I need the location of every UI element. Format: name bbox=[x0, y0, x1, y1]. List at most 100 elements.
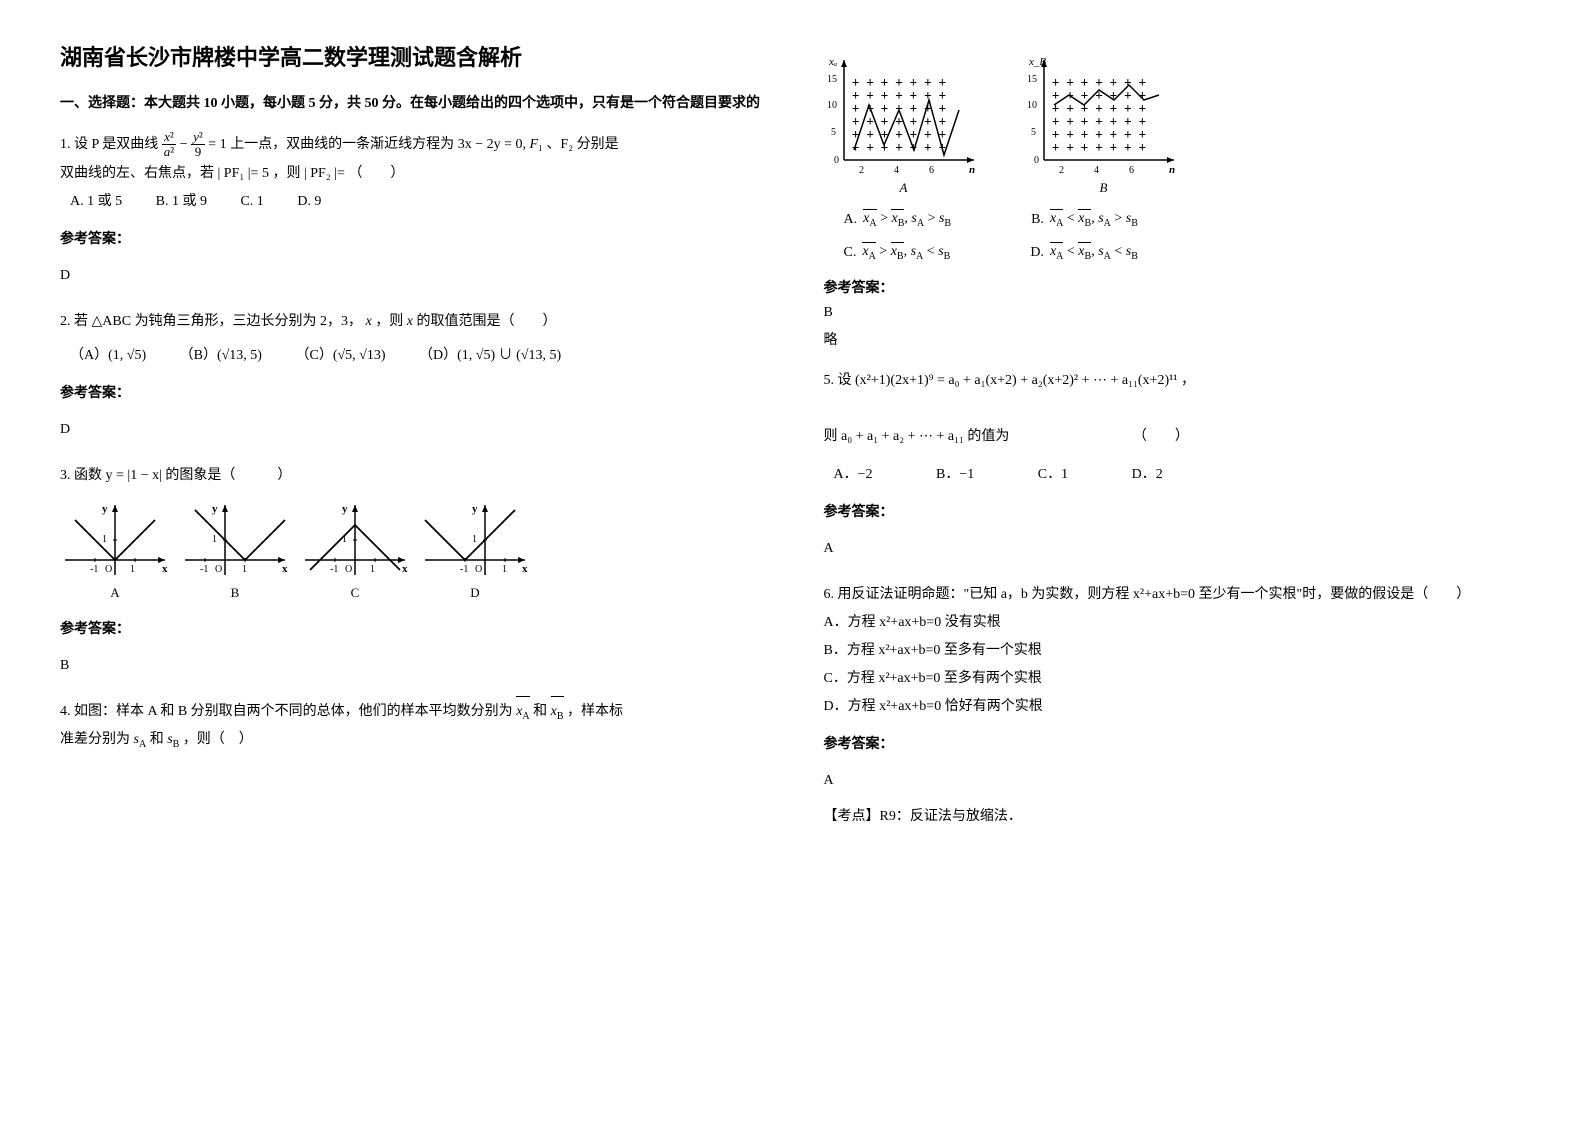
svg-text:1: 1 bbox=[130, 564, 135, 575]
q1-post1: 、F₂ 分别是 bbox=[546, 137, 618, 152]
q6-ans: A bbox=[824, 767, 1528, 795]
svg-text:y: y bbox=[342, 503, 348, 515]
svg-text:O: O bbox=[345, 564, 352, 575]
q1-opt-a: A. 1 或 5 bbox=[70, 194, 122, 209]
q3-ans: B bbox=[60, 652, 764, 680]
q4-opt-b: B. xA < xB, sA > sB bbox=[1031, 211, 1138, 229]
q1-line2-mid: ，则 bbox=[272, 166, 300, 181]
q2-opt-b: （B）(√13, 5) bbox=[180, 348, 262, 363]
q1-opt-d: D. 9 bbox=[297, 194, 321, 209]
q2-post: ，则 bbox=[375, 314, 403, 329]
q4-and2: 和 bbox=[150, 732, 164, 747]
q1-mid: 上一点，双曲线的一条渐近线方程为 bbox=[230, 137, 454, 152]
svg-text:O: O bbox=[105, 564, 112, 575]
svg-text:+ + + + + + +: + + + + + + + bbox=[1052, 114, 1146, 128]
q2-pre: 2. 若 bbox=[60, 314, 88, 329]
svg-text:x: x bbox=[162, 563, 168, 575]
q4-chart-a: xₐ n 0 5 10 15 2 4 6 + + + + + + + bbox=[824, 50, 984, 196]
q6-stem: 6. 用反证法证明命题："已知 a，b 为实数，则方程 x²+ax+b=0 至少… bbox=[824, 581, 1528, 609]
q4-and: 和 bbox=[533, 704, 547, 719]
q2-x2: x bbox=[407, 314, 413, 329]
svg-text:1: 1 bbox=[502, 564, 507, 575]
svg-text:O: O bbox=[215, 564, 222, 575]
q4-omit: 略 bbox=[824, 329, 1528, 349]
svg-text:-1: -1 bbox=[90, 564, 98, 575]
q4-xa: xA bbox=[516, 704, 529, 719]
q1-pf1: | PF₁ |= 5 bbox=[218, 166, 269, 181]
q4-opt-a-pre: A. bbox=[844, 212, 858, 228]
q1-asym: 3x − 2y = 0, bbox=[458, 137, 526, 152]
svg-text:y: y bbox=[472, 503, 478, 515]
q2-x: x bbox=[366, 314, 372, 329]
q3-graph-c: x y O -1 1 1 C bbox=[300, 500, 410, 606]
svg-text:+ + + + + + +: + + + + + + + bbox=[1052, 101, 1146, 115]
svg-text:-1: -1 bbox=[460, 564, 468, 575]
q5-expr1: (x²+1)(2x+1)⁹ = a₀ + a₁(x+2) + a₂(x+2)² … bbox=[855, 373, 1178, 388]
svg-text:x: x bbox=[402, 563, 408, 575]
q4-stem2: ，样本标 bbox=[567, 704, 623, 719]
q4-stem: 4. 如图：样本 A 和 B 分别取自两个不同的总体，他们的样本平均数分别为 bbox=[60, 704, 513, 719]
q1-pf2: | PF₂ |= bbox=[304, 166, 345, 181]
q4-stem3: 准差分别为 bbox=[60, 732, 130, 747]
q1-opt-c: C. 1 bbox=[240, 194, 263, 209]
svg-text:y: y bbox=[212, 503, 218, 515]
q3-post: 的图象是（ ） bbox=[165, 468, 291, 483]
doc-title: 湖南省长沙市牌楼中学高二数学理测试题含解析 bbox=[60, 40, 764, 72]
svg-text:+ + + + + + +: + + + + + + + bbox=[1052, 140, 1146, 154]
svg-text:O: O bbox=[475, 564, 482, 575]
svg-text:+ + + + + + +: + + + + + + + bbox=[852, 88, 946, 102]
q2-opt-c: （C）(√5, √13) bbox=[295, 348, 385, 363]
svg-text:n: n bbox=[1169, 164, 1175, 176]
svg-text:x: x bbox=[282, 563, 288, 575]
q3-graph-a: x y O -1 1 1 A bbox=[60, 500, 170, 606]
q4-stem4: ，则（ ） bbox=[183, 732, 253, 747]
svg-text:+ + + + + + +: + + + + + + + bbox=[852, 75, 946, 89]
svg-text:1: 1 bbox=[212, 534, 217, 545]
q1-options: A. 1 或 5 B. 1 或 9 C. 1 D. 9 bbox=[70, 188, 764, 216]
svg-text:-1: -1 bbox=[200, 564, 208, 575]
svg-text:+ + + + + + +: + + + + + + + bbox=[852, 127, 946, 141]
q1-blank: （ ） bbox=[348, 166, 404, 181]
left-column: 湖南省长沙市牌楼中学高二数学理测试题含解析 一、选择题：本大题共 10 小题，每… bbox=[60, 40, 764, 849]
svg-text:1: 1 bbox=[102, 534, 107, 545]
q3-label-d: D bbox=[420, 580, 530, 606]
svg-text:n: n bbox=[969, 164, 975, 176]
q1-fraction-2: y²9 bbox=[191, 130, 205, 160]
q6-opt-a: A．方程 x²+ax+b=0 没有实根 bbox=[824, 609, 1528, 637]
q1-line2-pre: 双曲线的左、右焦点，若 bbox=[60, 166, 214, 181]
svg-text:2: 2 bbox=[1059, 165, 1064, 176]
q1-f1: F₁ bbox=[529, 137, 542, 152]
svg-text:6: 6 bbox=[1129, 165, 1134, 176]
question-1: 1. 设 P 是双曲线 x²a² − y²9 = 1 上一点，双曲线的一条渐近线… bbox=[60, 130, 764, 290]
q4-opt-b-pre: B. bbox=[1031, 212, 1044, 228]
q4-opt-d-pre: D. bbox=[1030, 245, 1044, 261]
svg-text:5: 5 bbox=[831, 127, 836, 138]
q4-opt-a-expr: xA > xB, sA > sB bbox=[863, 211, 951, 229]
svg-text:x: x bbox=[522, 563, 528, 575]
q4-chart-b: x_B n 0 5 10 15 2 4 6 + + + + + + + + + … bbox=[1024, 50, 1184, 196]
q2-opt-a: （A）(1, √5) bbox=[70, 348, 146, 363]
q5-ans: A bbox=[824, 535, 1528, 563]
svg-text:2: 2 bbox=[859, 165, 864, 176]
q5-opt-a: A．−2 bbox=[834, 467, 873, 482]
q2-ans-label: 参考答案： bbox=[60, 380, 764, 408]
svg-text:4: 4 bbox=[1094, 165, 1099, 176]
q4-opt-c: C. xA > xB, sA < sB bbox=[844, 244, 951, 262]
svg-text:4: 4 bbox=[894, 165, 899, 176]
q3-graphs: x y O -1 1 1 A bbox=[60, 500, 764, 606]
q4-opts-row2: C. xA > xB, sA < sB D. xA < xB, sA < sB bbox=[844, 244, 1528, 262]
q6-opt-b: B．方程 x²+ax+b=0 至多有一个实根 bbox=[824, 637, 1528, 665]
svg-text:+ + + + + + +: + + + + + + + bbox=[1052, 127, 1146, 141]
q6-ans-label: 参考答案： bbox=[824, 731, 1528, 759]
svg-text:1: 1 bbox=[370, 564, 375, 575]
svg-text:1: 1 bbox=[242, 564, 247, 575]
question-2: 2. 若 △ABC 为钝角三角形，三边长分别为 2，3， x ，则 x 的取值范… bbox=[60, 308, 764, 444]
q4-opt-c-pre: C. bbox=[844, 245, 857, 261]
question-3: 3. 函数 y = |1 − x| 的图象是（ ） x y O -1 1 bbox=[60, 462, 764, 680]
q2-end: 的取值范围是（ ） bbox=[417, 314, 557, 329]
q1-fraction: x²a² bbox=[162, 130, 176, 160]
q4-opt-b-expr: xA < xB, sA > sB bbox=[1050, 211, 1138, 229]
section-1-heading: 一、选择题：本大题共 10 小题，每小题 5 分，共 50 分。在每小题给出的四… bbox=[60, 92, 764, 112]
q4-opts-row1: A. xA > xB, sA > sB B. xA < xB, sA > sB bbox=[844, 211, 1528, 229]
svg-text:15: 15 bbox=[1027, 74, 1037, 85]
